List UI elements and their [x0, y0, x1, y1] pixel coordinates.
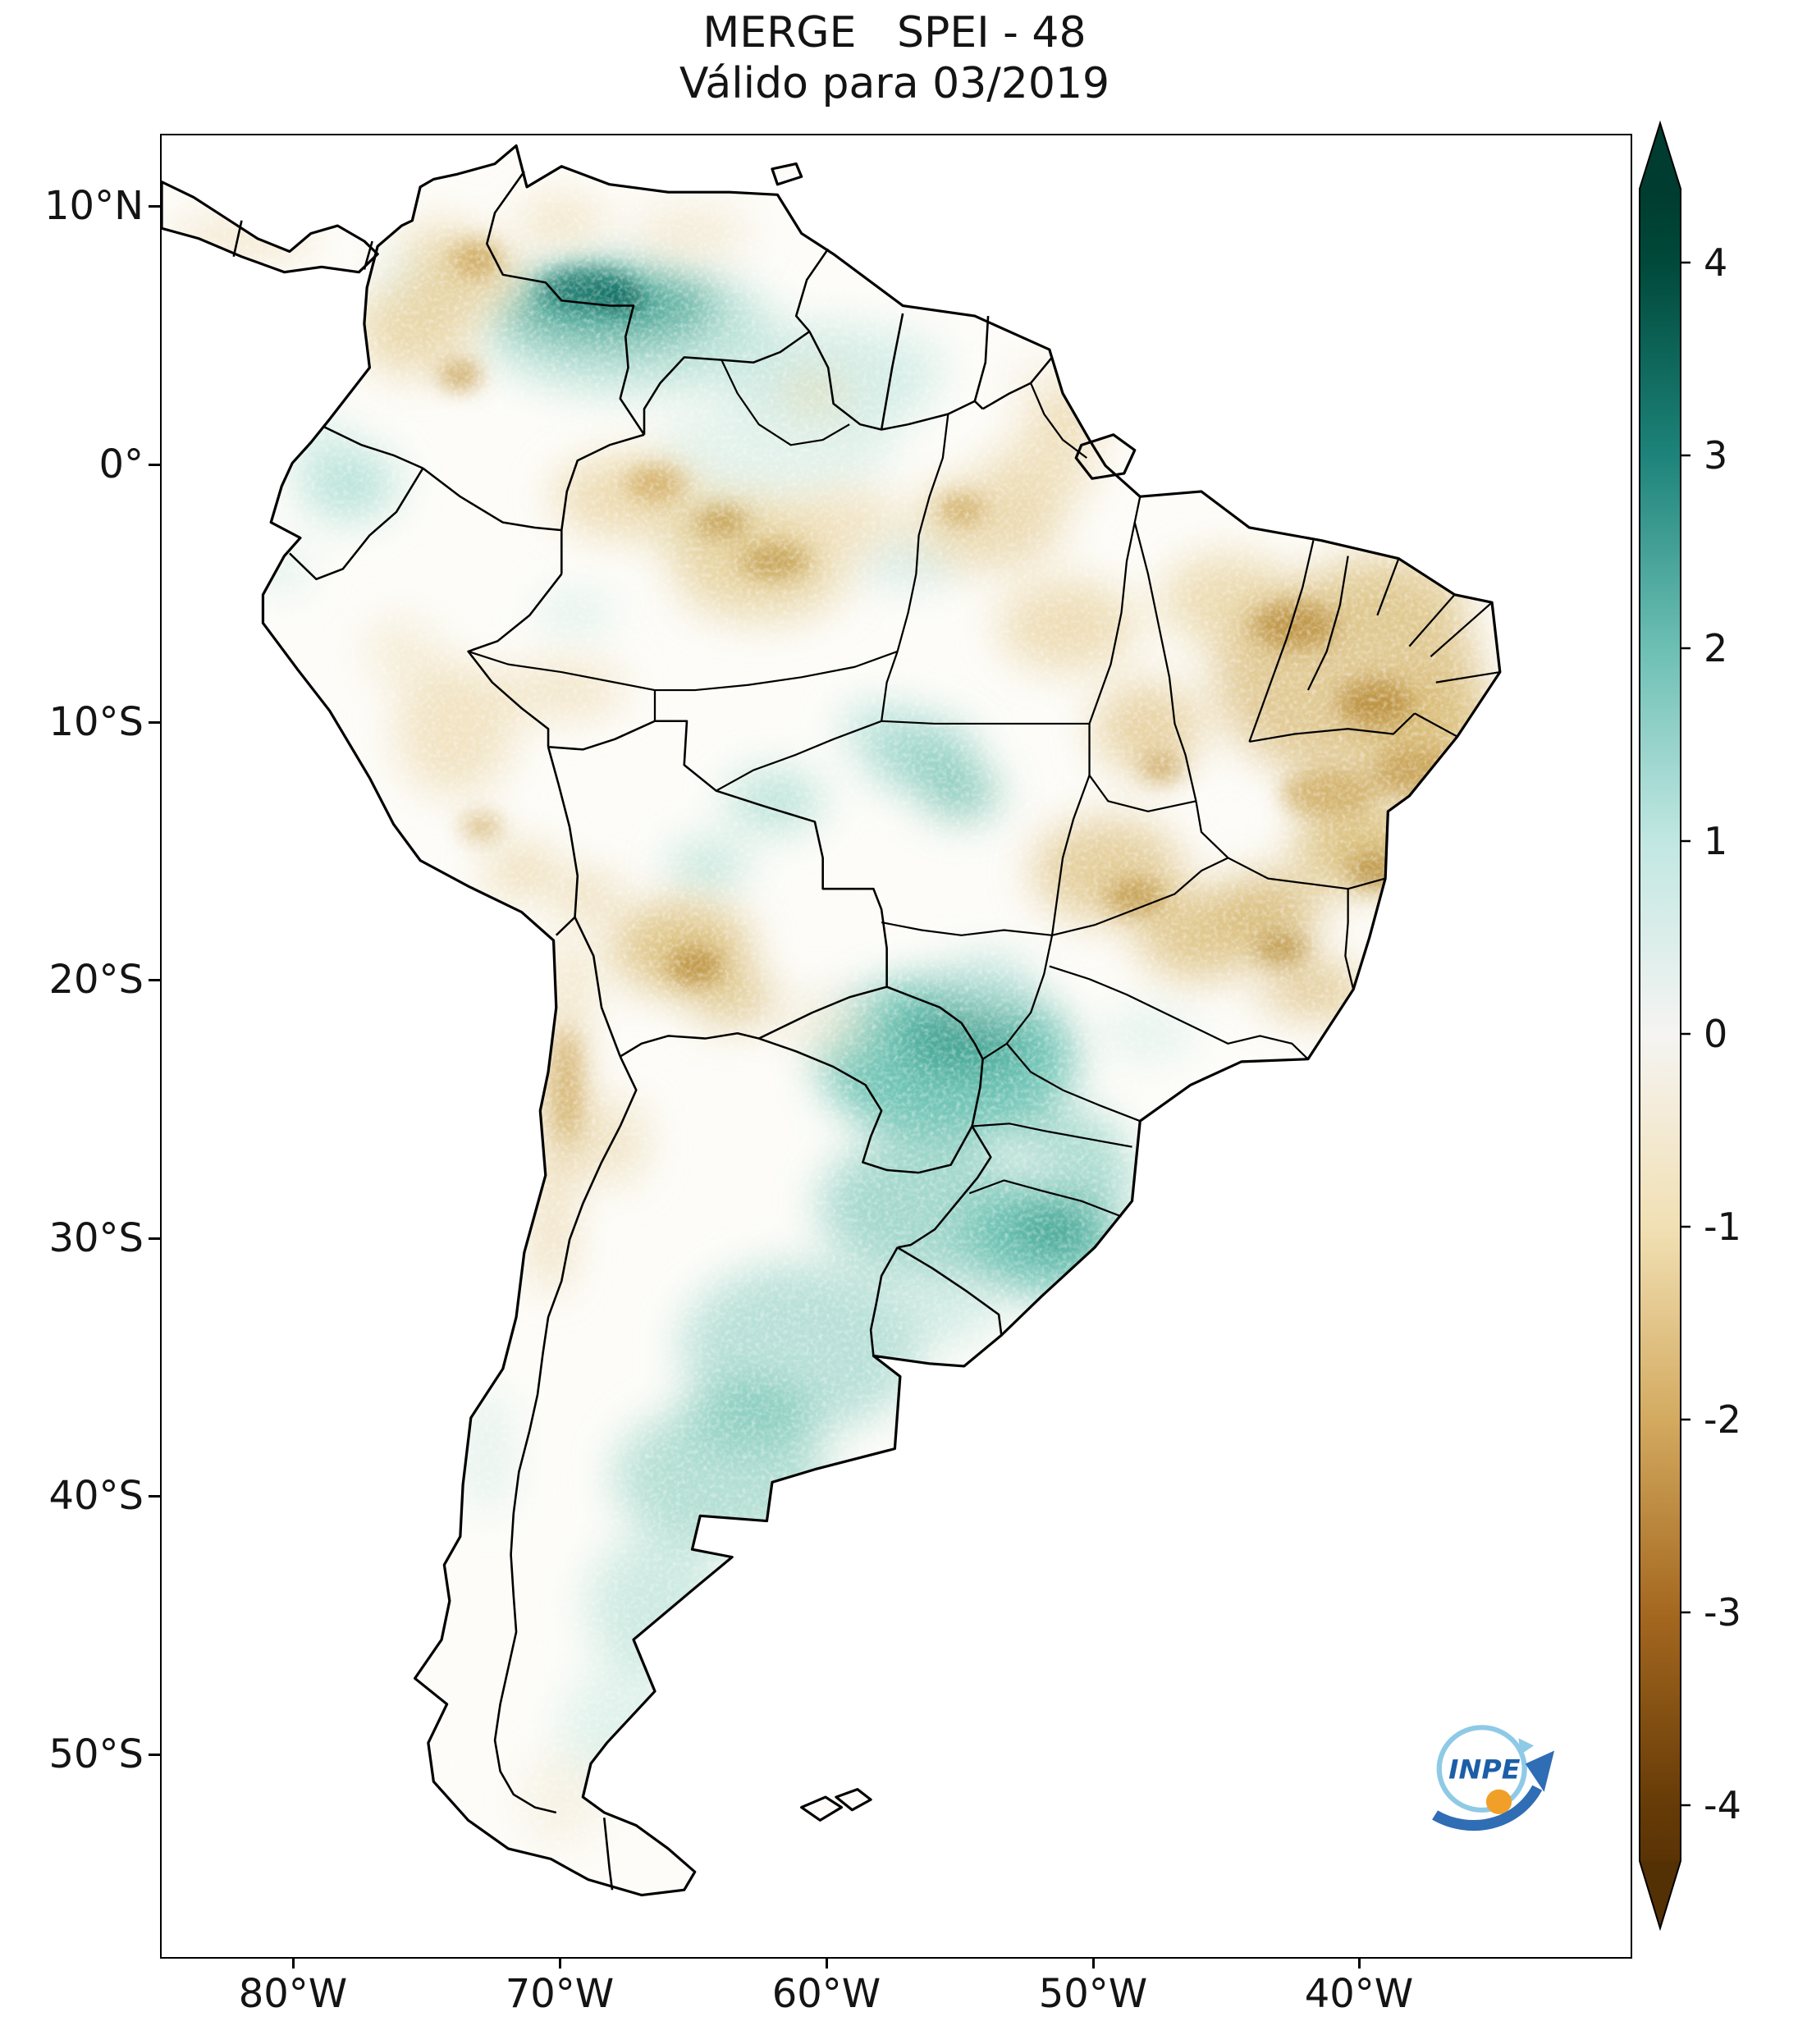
state-borders — [468, 359, 1501, 1218]
lon-tick-mark — [1358, 1957, 1361, 1969]
colorbar-extend-max — [1640, 123, 1681, 189]
lat-tick-mark — [149, 464, 160, 466]
lon-axis-label: 60°W — [771, 1971, 881, 2017]
lon-tick-mark — [1092, 1957, 1095, 1969]
lat-axis-label: 10°N — [44, 183, 144, 229]
lat-tick-mark — [149, 979, 160, 981]
colorbar-tick-label: 4 — [1704, 240, 1728, 285]
inpe-logo: INPE — [1432, 1725, 1555, 1831]
lat-axis-label: 30°S — [48, 1215, 144, 1261]
logo-swirl-circle — [1436, 1725, 1527, 1813]
logo-text: INPE — [1448, 1754, 1520, 1785]
lat-axis-label: 20°S — [48, 957, 144, 1003]
logo-orange-ball — [1485, 1789, 1512, 1814]
coastline — [162, 144, 1502, 1897]
colorbar-tick-label: -3 — [1704, 1590, 1741, 1635]
lon-tick-mark — [826, 1957, 828, 1969]
lat-tick-mark — [149, 1495, 160, 1498]
logo-swirl-arrowhead — [1518, 1738, 1535, 1755]
lat-axis-label: 50°S — [48, 1731, 144, 1777]
map-plot-area: INPE — [160, 134, 1632, 1959]
speckle-texture — [162, 145, 1500, 1895]
colorbar-tick-marks — [1681, 261, 1690, 1807]
colorbar-tick-label: -1 — [1704, 1205, 1741, 1249]
logo-arrow — [1432, 1785, 1543, 1831]
colorbar-tick-label: 2 — [1704, 626, 1728, 670]
colorbar-tick-label: 3 — [1704, 433, 1728, 478]
colorbar-tick-label: -4 — [1704, 1783, 1741, 1827]
lat-tick-mark — [149, 1754, 160, 1756]
colorbar-tick-label: 0 — [1704, 1012, 1728, 1056]
colorbar-gradient — [1640, 189, 1681, 1861]
colorbar-tick-label: 1 — [1704, 819, 1728, 863]
lat-tick-mark — [149, 1237, 160, 1240]
lon-axis-label: 50°W — [1038, 1971, 1148, 2017]
lon-axis-label: 80°W — [238, 1971, 348, 2017]
colorbar-tick-label: -2 — [1704, 1397, 1741, 1442]
figure-title: MERGE SPEI - 48 — [702, 8, 1087, 57]
lat-axis-label: 0° — [98, 441, 144, 487]
figure-subtitle: Válido para 03/2019 — [679, 59, 1110, 108]
logo-arrowhead — [1525, 1750, 1555, 1792]
colorbar-extend-min — [1640, 1861, 1681, 1928]
lon-axis-label: 40°W — [1304, 1971, 1414, 2017]
lat-axis-label: 10°S — [48, 699, 144, 745]
land-base — [162, 145, 1500, 1895]
colorbar — [1639, 120, 1690, 1932]
lat-tick-mark — [149, 721, 160, 724]
country-borders — [232, 171, 1054, 1891]
colorbar-outline — [1639, 120, 1681, 1932]
lat-tick-mark — [149, 205, 160, 208]
lon-tick-mark — [292, 1957, 295, 1969]
south-america-map-canvas: INPE — [162, 144, 1555, 1897]
lon-tick-mark — [559, 1957, 561, 1969]
lon-axis-label: 70°W — [505, 1971, 615, 2017]
lat-axis-label: 40°S — [48, 1473, 144, 1519]
